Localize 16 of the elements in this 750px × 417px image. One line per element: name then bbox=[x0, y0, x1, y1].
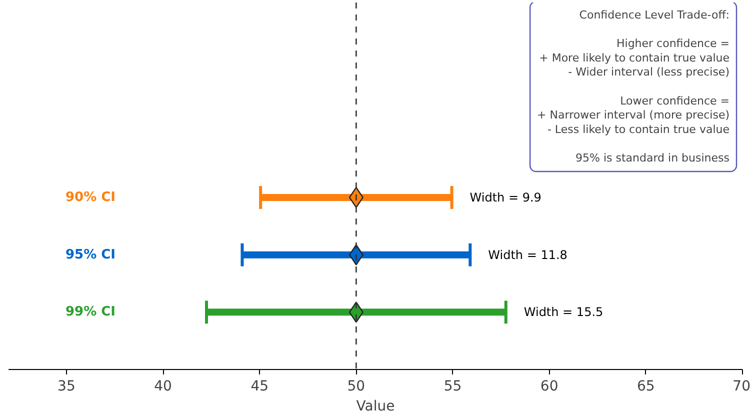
y-tick-label: 99% CI bbox=[66, 304, 116, 320]
annotation: Width = 15.5 bbox=[524, 305, 604, 320]
x-tick-label: 35 bbox=[58, 378, 76, 394]
x-tick-label: 55 bbox=[444, 378, 462, 394]
x-tick-label: 70 bbox=[732, 378, 750, 394]
text: Confidence Level Trade-off: Higher confidence = + More likely to contain true value - Wider interval (less precise) Lower confidence = + Narrower interval (more precise) - Less likely to contain true value 95% is standard in business bbox=[537, 8, 730, 164]
annotation: Width = 11.8 bbox=[488, 248, 568, 262]
x-tick-label: 65 bbox=[637, 378, 655, 394]
x-tick-label: 45 bbox=[250, 378, 269, 394]
y-tick-label: 90% CI bbox=[66, 190, 116, 205]
annotation: Width = 9.9 bbox=[470, 190, 542, 204]
x-tick-label: 40 bbox=[154, 378, 172, 394]
x-tick-label: 60 bbox=[540, 378, 558, 394]
x-tick-label: 50 bbox=[347, 378, 366, 394]
y-tick-label: 95% CI bbox=[66, 247, 116, 262]
x-axis-title: Value bbox=[356, 398, 395, 414]
